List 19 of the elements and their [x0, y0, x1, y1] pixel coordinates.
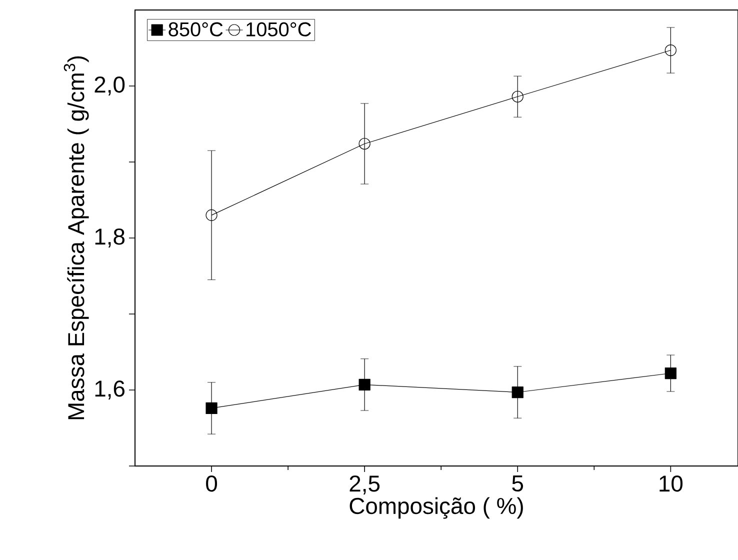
- y-tick-label: 2,0: [94, 76, 125, 96]
- x-tick-label: 10: [660, 476, 683, 492]
- point: [206, 209, 218, 221]
- x-tick-label: 5: [512, 476, 524, 492]
- legend-label: 1050°C: [246, 22, 311, 36]
- legend-label: 850°C: [168, 22, 223, 36]
- y-axis-title: Massa Específica Aparente ( g/cm$^{3}$): [64, 56, 89, 420]
- point: [206, 402, 218, 414]
- point: [358, 138, 370, 150]
- point: [358, 378, 370, 390]
- y-tick-label: 1,8: [95, 228, 124, 248]
- point: [664, 367, 676, 380]
- point: [512, 90, 524, 102]
- x-tick-label: 0: [206, 476, 218, 492]
- point: [512, 386, 524, 398]
- y-tick-label: 1,6: [95, 380, 124, 400]
- x-tick-label: 2,5: [350, 476, 380, 494]
- point: [664, 44, 676, 56]
- x-axis-title: Composição ( %): [350, 497, 523, 519]
